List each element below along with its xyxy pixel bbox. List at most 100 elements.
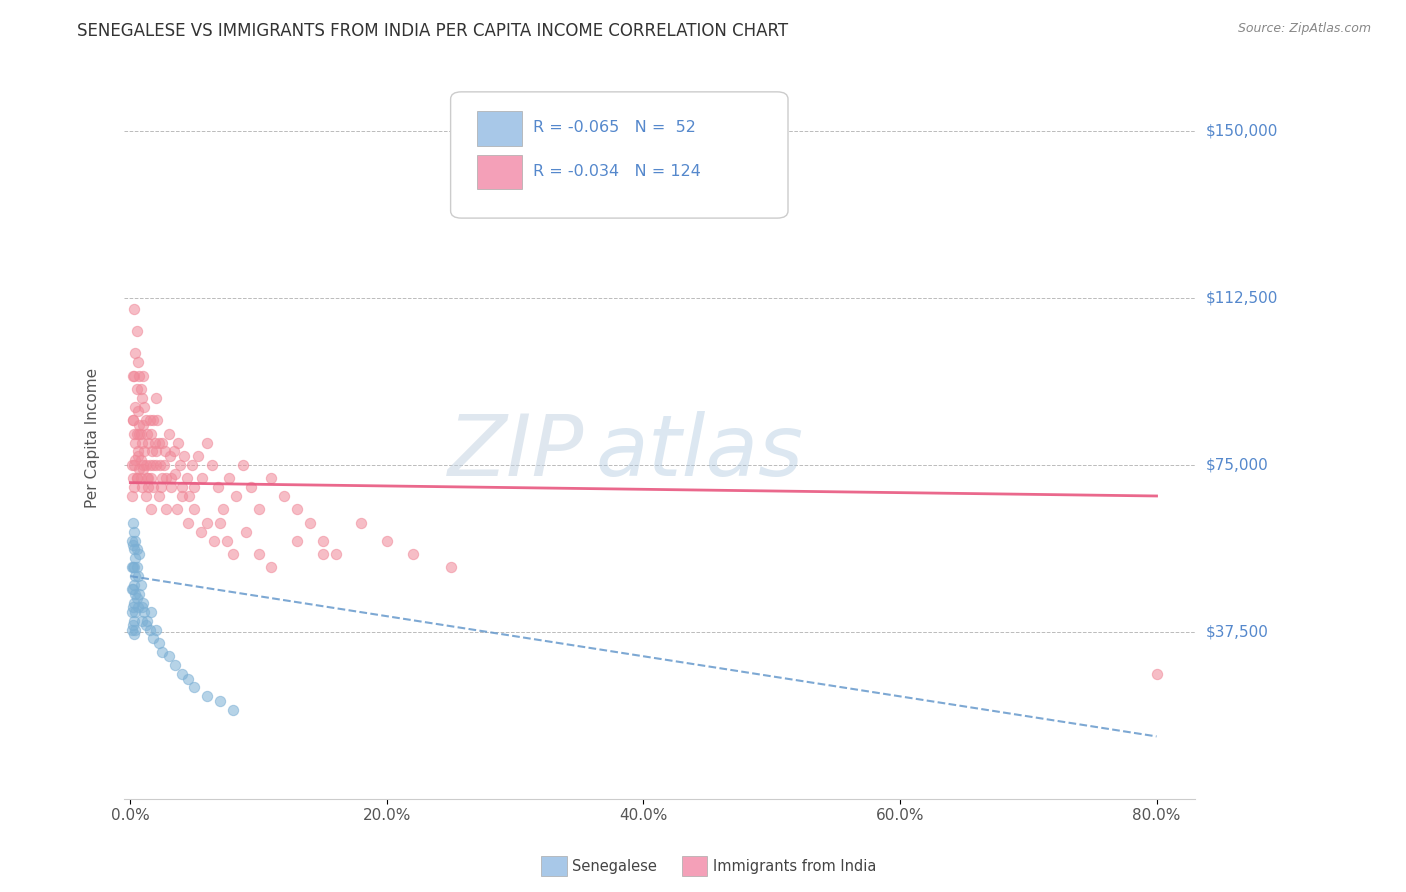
Point	[150, 480, 173, 494]
Point	[312, 547, 335, 561]
Text: Senegalese: Senegalese	[572, 859, 657, 873]
Point	[131, 614, 153, 628]
Point	[211, 502, 233, 516]
Point	[225, 489, 247, 503]
Point	[298, 516, 321, 530]
Point	[122, 538, 145, 552]
Point	[134, 444, 156, 458]
Point	[124, 435, 146, 450]
Point	[375, 533, 398, 548]
Point	[128, 462, 150, 476]
Text: Source: ZipAtlas.com: Source: ZipAtlas.com	[1237, 22, 1371, 36]
Point	[122, 524, 145, 539]
Point	[121, 489, 143, 503]
Point	[131, 391, 153, 405]
Point	[127, 355, 149, 369]
Point	[122, 627, 145, 641]
Point	[1146, 667, 1168, 681]
Point	[138, 458, 160, 472]
Point	[125, 471, 148, 485]
Point	[129, 426, 152, 441]
FancyBboxPatch shape	[478, 154, 523, 189]
Point	[129, 453, 152, 467]
Point	[155, 502, 177, 516]
Point	[122, 542, 145, 557]
Point	[157, 426, 180, 441]
Point	[139, 471, 162, 485]
Point	[235, 524, 257, 539]
Point	[173, 449, 195, 463]
Point	[122, 560, 145, 574]
Point	[132, 596, 155, 610]
Point	[209, 516, 232, 530]
Point	[153, 444, 176, 458]
Point	[273, 489, 295, 503]
Point	[222, 703, 245, 717]
Point	[122, 426, 145, 441]
Point	[350, 516, 373, 530]
Point	[145, 444, 167, 458]
Point	[122, 560, 145, 574]
Point	[177, 672, 200, 686]
Point	[138, 413, 160, 427]
Point	[170, 667, 193, 681]
Point	[124, 623, 146, 637]
Point	[135, 413, 157, 427]
Point	[135, 489, 157, 503]
Point	[134, 605, 156, 619]
Point	[136, 480, 159, 494]
Point	[401, 547, 423, 561]
Point	[195, 516, 218, 530]
Point	[122, 614, 145, 628]
Point	[170, 489, 193, 503]
Point	[124, 605, 146, 619]
Point	[187, 449, 209, 463]
Point	[125, 324, 148, 338]
Point	[232, 458, 254, 472]
Point	[129, 471, 152, 485]
Point	[139, 426, 162, 441]
Point	[132, 458, 155, 472]
Text: $75,000: $75,000	[1206, 458, 1268, 473]
Point	[132, 417, 155, 432]
Point	[190, 524, 212, 539]
Point	[121, 458, 143, 472]
Point	[127, 569, 149, 583]
Point	[145, 391, 167, 405]
Point	[160, 480, 183, 494]
Point	[136, 614, 159, 628]
Point	[124, 453, 146, 467]
Point	[122, 582, 145, 597]
Text: ZIP: ZIP	[449, 411, 585, 494]
Point	[122, 471, 145, 485]
Point	[128, 368, 150, 383]
FancyBboxPatch shape	[478, 112, 523, 146]
Point	[176, 471, 198, 485]
Point	[183, 502, 205, 516]
Point	[166, 435, 188, 450]
Point	[136, 471, 159, 485]
Text: atlas: atlas	[595, 411, 803, 494]
Point	[128, 587, 150, 601]
Point	[136, 435, 159, 450]
Point	[218, 471, 240, 485]
Point	[207, 480, 229, 494]
Point	[247, 502, 270, 516]
Point	[136, 426, 159, 441]
Point	[165, 658, 187, 673]
Point	[136, 471, 159, 485]
Text: Immigrants from India: Immigrants from India	[713, 859, 876, 873]
Point	[122, 596, 145, 610]
Point	[179, 489, 201, 503]
Point	[128, 417, 150, 432]
Text: $150,000: $150,000	[1206, 123, 1278, 138]
FancyBboxPatch shape	[450, 92, 787, 219]
Point	[215, 533, 238, 548]
Point	[125, 560, 148, 574]
Point	[169, 458, 191, 472]
Text: R = -0.034   N = 124: R = -0.034 N = 124	[533, 164, 702, 178]
Point	[121, 623, 143, 637]
Point	[202, 533, 225, 548]
Point	[124, 569, 146, 583]
Point	[149, 458, 172, 472]
